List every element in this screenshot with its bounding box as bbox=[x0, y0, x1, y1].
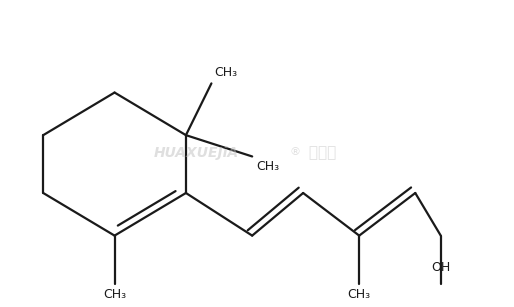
Text: ®: ® bbox=[290, 147, 301, 157]
Text: HUAXUEJiA: HUAXUEJiA bbox=[154, 146, 238, 160]
Text: CH₃: CH₃ bbox=[103, 288, 126, 301]
Text: 化学加: 化学加 bbox=[304, 145, 336, 160]
Text: OH: OH bbox=[431, 261, 450, 274]
Text: CH₃: CH₃ bbox=[347, 288, 371, 301]
Text: CH₃: CH₃ bbox=[214, 66, 237, 80]
Text: CH₃: CH₃ bbox=[256, 161, 279, 173]
